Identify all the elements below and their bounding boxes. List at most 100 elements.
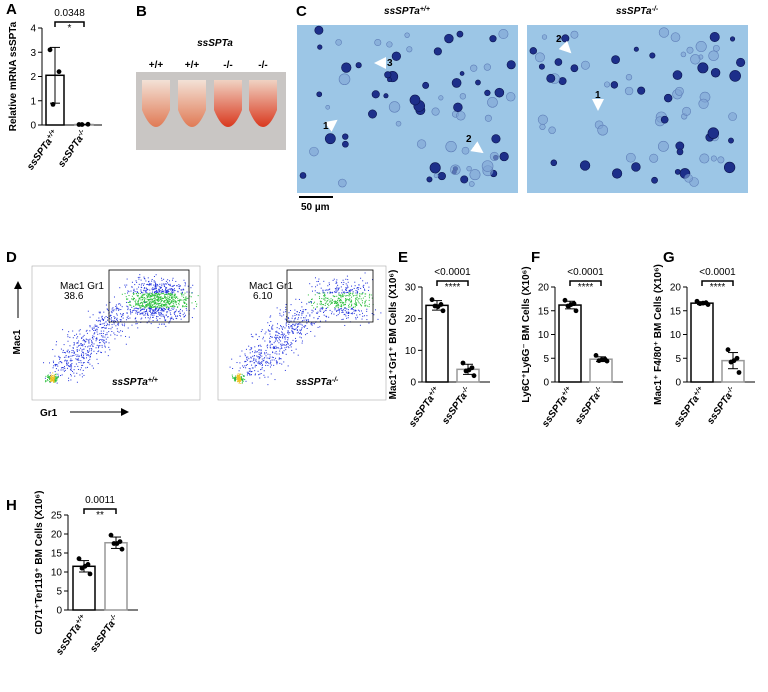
y-tick-label: 5	[675, 354, 681, 365]
significance-bracket	[83, 508, 117, 514]
axis-title: Mac1	[12, 329, 23, 354]
data-point	[604, 358, 610, 364]
gate-name: Mac1 Gr1	[60, 281, 104, 292]
p-value: 0.0011	[85, 495, 115, 506]
arrows	[324, 40, 604, 154]
panel-label: E	[398, 249, 408, 266]
data-point	[76, 556, 82, 562]
panel-label: C	[296, 3, 307, 20]
bar	[104, 541, 128, 611]
y-tick-label: 3	[30, 48, 36, 59]
data-point	[435, 304, 441, 310]
y-tick-label: 0	[675, 378, 681, 389]
axis-title: Gr1	[40, 408, 58, 419]
x-tick-label: ssSPTa+/+	[540, 385, 575, 429]
arrow-number: 2	[556, 34, 562, 45]
tube-label: -/-	[223, 60, 232, 71]
significance-stars: **	[96, 510, 104, 521]
x-tick-label: ssSPTa-/-	[440, 385, 474, 427]
arrow-number: 3	[387, 58, 393, 69]
data-point	[108, 532, 114, 538]
panel-title: ssSPTa	[197, 38, 233, 49]
gate-value: 38.6	[64, 291, 84, 302]
y-tick-label: 20	[538, 283, 550, 294]
data-point	[50, 101, 56, 107]
x-tick-label: ssSPTa-/-	[88, 613, 122, 655]
data-point	[736, 370, 742, 375]
x-tick-label: ssSPTa+/+	[672, 385, 707, 429]
data-point	[562, 297, 568, 303]
data-point	[440, 308, 446, 314]
micrograph	[297, 25, 518, 193]
y-tick-label: 10	[51, 568, 63, 579]
x-tick-label: ssSPTa-/-	[56, 128, 90, 170]
gate	[286, 269, 374, 323]
y-tick-label: 10	[538, 330, 550, 341]
panel-label: D	[6, 249, 17, 266]
data-point	[725, 347, 731, 353]
y-axis-label: Mac1⁺ F4/80⁺ BM Cells (X10⁶)	[653, 264, 664, 405]
bar	[425, 304, 449, 383]
arrow-number: 1	[323, 121, 329, 132]
panel-label: A	[6, 1, 17, 18]
data-point	[47, 47, 53, 53]
y-axis-label: Relative mRNA ssSPTa	[8, 21, 19, 131]
y-tick-label: 15	[538, 306, 550, 317]
genotype: ssSPTa+/+	[112, 377, 158, 388]
significance-stars: *	[68, 23, 72, 34]
y-tick-label: 0	[543, 378, 549, 389]
y-tick-label: 5	[56, 587, 62, 598]
flow-plot	[217, 265, 387, 401]
data-point	[114, 541, 120, 546]
y-axis-label: Mac1⁺Gr1⁺ BM Cells (X10⁶)	[388, 270, 399, 400]
y-tick-label: 10	[670, 330, 682, 341]
significance-stars: ****	[445, 282, 461, 293]
panel-label: G	[663, 249, 675, 266]
flow-events	[43, 272, 382, 386]
p-value: <0.0001	[434, 267, 471, 278]
panel-label: F	[531, 249, 540, 266]
x-tick-label: ssSPTa+/+	[25, 128, 60, 172]
data-point	[79, 122, 85, 127]
y-tick-label: 10	[405, 346, 417, 357]
bar	[690, 302, 714, 383]
bar	[558, 304, 582, 383]
y-tick-label: 2	[30, 72, 36, 83]
panel-label: H	[6, 497, 17, 514]
data-point	[82, 563, 88, 569]
y-tick-label: 20	[670, 283, 682, 294]
p-value: 0.0348	[54, 8, 85, 19]
data-point	[700, 300, 706, 306]
y-tick-label: 0	[56, 606, 62, 617]
arrow-number: 1	[595, 90, 601, 101]
panel-label: B	[136, 3, 147, 20]
gate	[108, 269, 190, 323]
significance-bracket	[569, 280, 602, 286]
y-tick-label: 5	[543, 354, 549, 365]
data-point	[119, 546, 125, 552]
data-point	[56, 69, 62, 75]
tube-label: -/-	[258, 60, 267, 71]
arrow-number: 2	[466, 134, 472, 145]
significance-stars: ****	[578, 282, 594, 293]
data-point	[568, 302, 574, 307]
y-tick-label: 0	[410, 378, 416, 389]
data-point	[731, 358, 737, 364]
image-title: ssSPTa-/-	[616, 6, 659, 17]
data-point	[466, 367, 472, 373]
data-point	[429, 297, 435, 303]
y-axis-label: Ly6C⁺Ly6G⁻ BM Cells (X10⁶)	[521, 266, 532, 402]
tube-label: +/+	[185, 60, 200, 71]
x-tick-label: ssSPTa-/-	[705, 385, 739, 427]
data-point	[599, 357, 605, 363]
data-point	[573, 308, 579, 314]
data-point	[593, 353, 599, 358]
p-value: <0.0001	[699, 267, 736, 278]
x-tick-label: ssSPTa-/-	[573, 385, 607, 427]
y-axis-label: CD71⁺Ter119⁺ BM Cells (X10⁶)	[34, 491, 45, 635]
significance-bracket	[701, 280, 734, 286]
gate-name: Mac1 Gr1	[249, 281, 293, 292]
data-point	[705, 302, 711, 307]
